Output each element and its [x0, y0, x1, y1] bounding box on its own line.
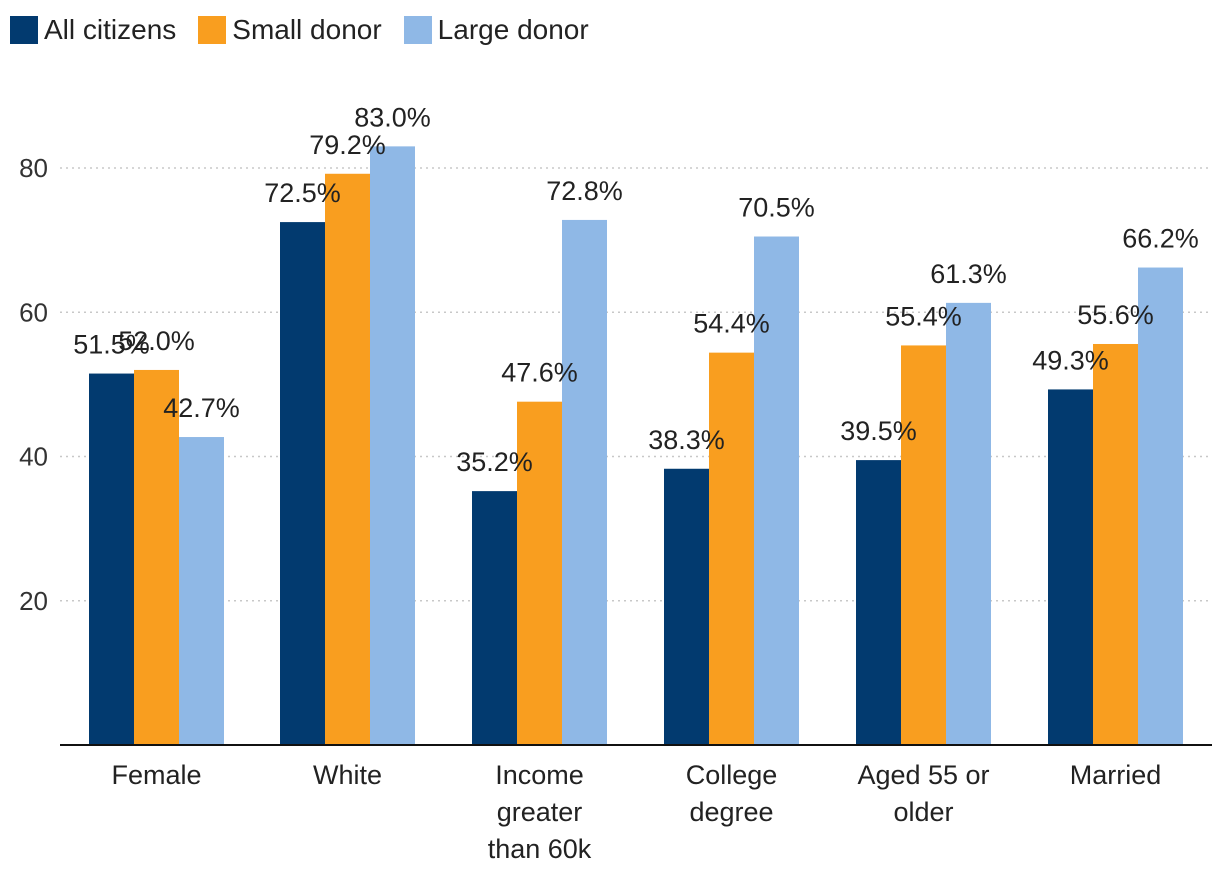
value-label-small-donor-college-degree: 54.4%	[693, 309, 770, 339]
y-tick-label-60: 60	[19, 297, 48, 327]
y-tick-label-20: 20	[19, 586, 48, 616]
value-label-large-donor-income-greater-than-60k: 72.8%	[546, 176, 623, 206]
bar-small-donor-female[interactable]	[134, 369, 179, 745]
legend-item-small-donor[interactable]: Small donor	[198, 14, 382, 46]
bar-all-citizens-aged-55-or-older[interactable]	[856, 460, 901, 745]
bar-large-donor-married[interactable]	[1138, 267, 1183, 745]
value-label-all-citizens-married: 49.3%	[1032, 345, 1109, 375]
legend-swatch-large-donor	[403, 16, 432, 44]
legend-label-small-donor: Small donor	[232, 14, 382, 45]
bar-large-donor-female[interactable]	[179, 437, 224, 745]
bar-small-donor-aged-55-or-older[interactable]	[901, 345, 946, 745]
value-label-large-donor-aged-55-or-older: 61.3%	[930, 259, 1007, 289]
bar-small-donor-college-degree[interactable]	[709, 352, 754, 745]
chart-legend: All citizens Small donor Large donor	[10, 14, 611, 46]
value-label-small-donor-income-greater-than-60k: 47.6%	[501, 358, 578, 388]
legend-label-large-donor: Large donor	[437, 14, 589, 45]
x-tick-label-married: Married	[1070, 760, 1162, 790]
x-tick-label-female: Female	[111, 760, 201, 790]
legend-item-all-citizens[interactable]: All citizens	[10, 14, 176, 46]
x-tick-label-aged-55-or-older: Aged 55 or older	[857, 760, 989, 827]
bar-all-citizens-white[interactable]	[280, 222, 325, 745]
value-label-small-donor-white: 79.2%	[309, 130, 386, 160]
x-tick-label-college-degree: College degree	[686, 760, 778, 827]
value-label-all-citizens-female: 51.5%	[73, 330, 150, 360]
bar-all-citizens-female[interactable]	[89, 373, 134, 745]
value-label-large-donor-female: 42.7%	[163, 393, 240, 423]
value-label-small-donor-aged-55-or-older: 55.4%	[885, 301, 962, 331]
bar-all-citizens-married[interactable]	[1048, 389, 1093, 745]
bar-small-donor-white[interactable]	[325, 173, 370, 745]
legend-label-all-citizens: All citizens	[44, 14, 177, 45]
legend-swatch-small-donor	[198, 16, 227, 44]
bar-small-donor-income-greater-than-60k[interactable]	[517, 401, 562, 745]
value-label-all-citizens-aged-55-or-older: 39.5%	[840, 416, 917, 446]
legend-swatch-all-citizens	[10, 16, 38, 44]
bar-large-donor-college-degree[interactable]	[754, 236, 799, 746]
y-tick-label-40: 40	[19, 442, 48, 472]
value-label-large-donor-white: 83.0%	[354, 102, 431, 132]
value-label-all-citizens-income-greater-than-60k: 35.2%	[456, 447, 533, 477]
value-label-small-donor-female: 52.0%	[118, 326, 195, 356]
x-tick-label-income-greater-than-60k: Income greater than 60k	[488, 760, 592, 864]
value-label-large-donor-married: 66.2%	[1122, 224, 1199, 254]
x-tick-label-white: White	[313, 760, 382, 790]
value-label-large-donor-college-degree: 70.5%	[738, 193, 815, 223]
legend-item-large-donor[interactable]: Large donor	[403, 14, 589, 46]
bar-large-donor-income-greater-than-60k[interactable]	[562, 219, 607, 745]
value-label-all-citizens-college-degree: 38.3%	[648, 425, 725, 455]
bar-all-citizens-income-greater-than-60k[interactable]	[472, 491, 517, 745]
bar-all-citizens-college-degree[interactable]	[664, 468, 709, 745]
bar-large-donor-white[interactable]	[370, 146, 415, 746]
bar-small-donor-married[interactable]	[1093, 343, 1138, 745]
bar-large-donor-aged-55-or-older[interactable]	[946, 302, 991, 745]
value-label-all-citizens-white: 72.5%	[264, 178, 341, 208]
y-tick-label-80: 80	[19, 153, 48, 183]
value-label-small-donor-married: 55.6%	[1077, 300, 1154, 330]
